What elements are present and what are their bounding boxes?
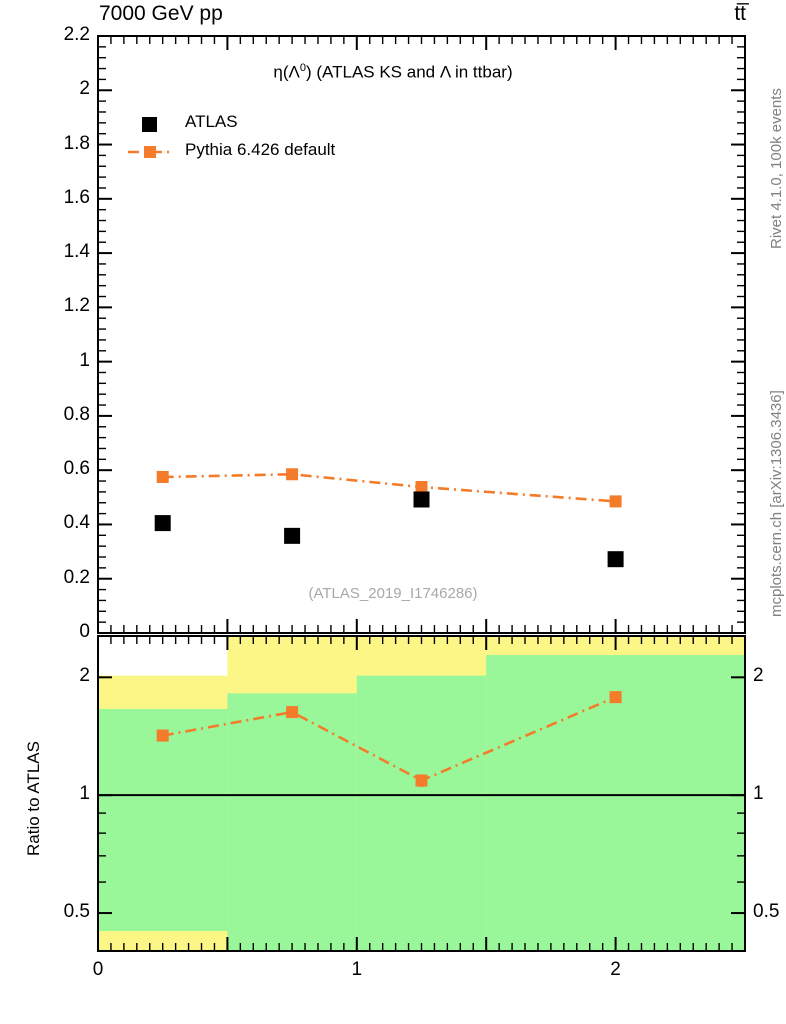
y-tick-label-4: 0.8	[63, 403, 90, 425]
ratio-tick-label-right-0: 0.5	[753, 901, 780, 923]
ratio-inner-band-2	[356, 675, 487, 951]
y-tick-label-11: 2.2	[63, 24, 90, 45]
ratio-tick-label-left-2: 2	[79, 665, 90, 687]
ratio-tick-label-left-1: 1	[79, 783, 90, 805]
y-tick-label-10: 2	[79, 78, 90, 100]
analysis-id-watermark: (ATLAS_2019_I1746286)	[308, 585, 478, 602]
y-tick-label-9: 1.8	[63, 132, 90, 154]
y-tick-label-5: 1	[79, 349, 90, 371]
plot-title-suffix: ) (ATLAS KS and Λ in ttbar)	[305, 62, 513, 82]
ratio-inner-band-1	[227, 693, 357, 951]
ratio-inner-band-3	[486, 655, 745, 951]
y-tick-label-1: 0.2	[63, 566, 90, 588]
legend-marker-atlas	[142, 117, 157, 132]
plot-title-prefix: η(Λ	[273, 62, 300, 82]
ratio-tick-label-right-2: 2	[753, 665, 764, 687]
plot-title: η(Λ0) (ATLAS KS and Λ in ttbar)	[0, 62, 786, 83]
mc-marker-ratio-0	[156, 729, 169, 742]
y-tick-label-8: 1.6	[63, 186, 90, 208]
mc-marker-ratio-3	[609, 691, 622, 704]
mc-marker-ratio-2	[415, 774, 428, 787]
mc-marker-main-1	[286, 468, 299, 481]
ratio-tick-label-right-1: 1	[753, 783, 764, 805]
y-tick-label-6: 1.2	[63, 295, 90, 317]
mc-marker-main-3	[609, 495, 622, 508]
mc-marker-ratio-1	[286, 706, 299, 719]
legend-label-atlas: ATLAS	[185, 112, 238, 131]
mc-line-main	[162, 472, 616, 503]
ratio-inner-band-0	[98, 708, 228, 931]
x-tick-label-2: 2	[610, 959, 621, 980]
data-marker-main-3	[607, 551, 624, 568]
beam-energy-label: 7000 GeV pp	[99, 2, 223, 25]
plot-title-superscript: 0	[299, 62, 306, 74]
data-marker-main-1	[284, 527, 301, 544]
x-tick-label-1: 1	[351, 959, 363, 980]
legend-label-pythia: Pythia 6.426 default	[185, 140, 336, 159]
main-panel-frame	[97, 35, 746, 634]
y-tick-label-7: 1.4	[63, 241, 90, 263]
data-marker-main-0	[154, 515, 171, 532]
x-tick-label-0: 0	[92, 959, 104, 980]
y-tick-label-0: 0	[79, 621, 90, 642]
ratio-tick-label-left-0: 0.5	[63, 901, 90, 923]
mc-marker-main-0	[156, 470, 169, 483]
process-label: tt̅	[734, 2, 746, 25]
data-marker-main-2	[413, 491, 430, 508]
legend-marker-pythia	[144, 146, 156, 158]
y-tick-label-2: 0.4	[63, 512, 90, 534]
mc-marker-main-2	[415, 481, 428, 494]
y-tick-label-3: 0.6	[63, 458, 90, 480]
